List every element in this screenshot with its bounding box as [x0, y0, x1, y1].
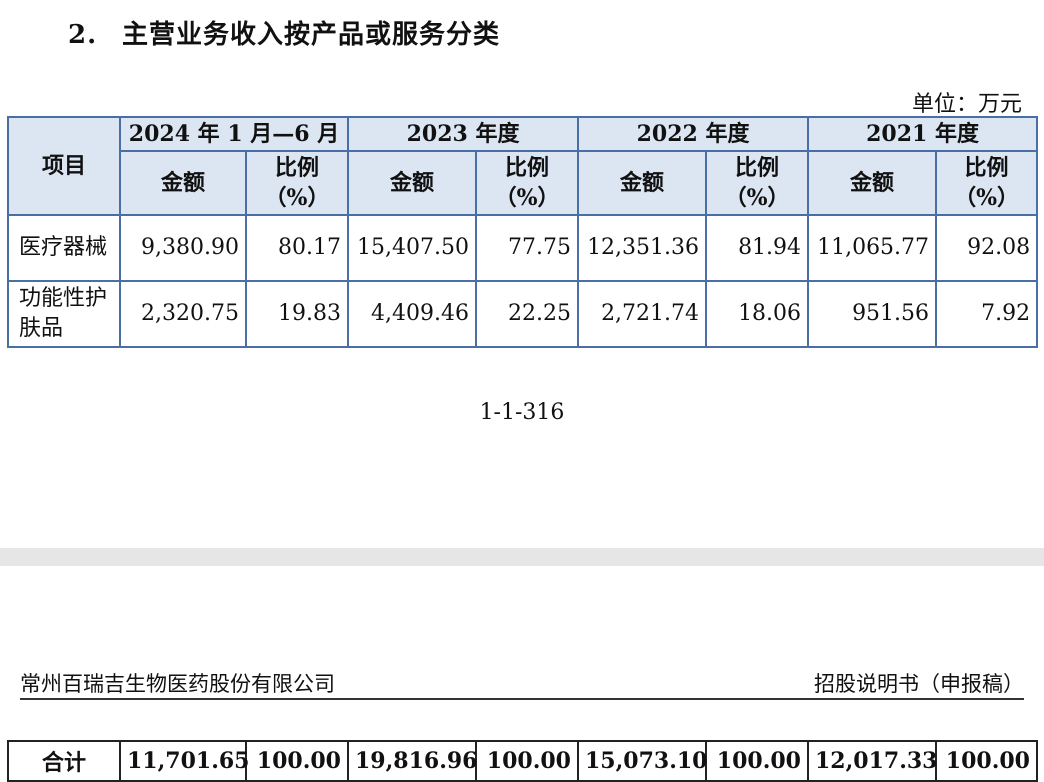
cell-ratio: 81.94: [705, 214, 810, 282]
amount-header: 金额: [577, 150, 708, 216]
period-header: 2023 年度: [347, 116, 580, 152]
period-header: 2022 年度: [577, 116, 810, 152]
ratio-header-line2: （%）: [954, 185, 1019, 211]
cell-amount: 15,407.50: [347, 214, 478, 282]
ratio-header-line1: 比例: [735, 155, 780, 181]
ratio-header-line2: （%）: [724, 185, 790, 211]
total-table: 合计 11,701.65 100.00 19,816.96 100.00 15,…: [7, 740, 1038, 782]
revenue-by-product-table: 项目 2024 年 1 月—6 月 2023 年度 2022 年度 2021 年…: [7, 116, 1039, 348]
amount-header: 金额: [807, 150, 938, 216]
ratio-header-line1: 比例: [505, 155, 550, 181]
ratio-header-line2: （%）: [264, 185, 330, 211]
total-label: 合计: [7, 740, 121, 782]
table-header-row-columns: 金额 比例 （%） 金额 比例 （%） 金额 比例 （%） 金额 比例 （%）: [8, 150, 1039, 216]
page-number: 1-1-316: [479, 400, 565, 425]
cell-ratio: 92.08: [935, 214, 1039, 282]
document-name: 招股说明书（申报稿）: [814, 672, 1024, 696]
period-header: 2021 年度: [807, 116, 1039, 152]
cell-ratio: 7.92: [935, 280, 1039, 348]
ratio-header: 比例 （%）: [244, 150, 350, 216]
ratio-header-line1: 比例: [275, 155, 320, 181]
cell-ratio: 18.06: [705, 280, 810, 348]
cell-amount: 12,351.36: [577, 214, 708, 282]
total-row: 合计 11,701.65 100.00 19,816.96 100.00 15,…: [7, 740, 1038, 782]
total-amount: 12,017.33: [807, 740, 937, 782]
table-header-row-periods: 项目 2024 年 1 月—6 月 2023 年度 2022 年度 2021 年…: [7, 116, 1039, 216]
cell-amount: 951.56: [807, 280, 938, 348]
ratio-header-line1: 比例: [964, 155, 1009, 181]
total-amount: 15,073.10: [577, 740, 707, 782]
section-title: 2. 主营业务收入按产品或服务分类: [68, 14, 500, 51]
cell-ratio: 80.17: [244, 214, 350, 282]
ratio-header: 比例 （%）: [475, 150, 580, 216]
section-number: 2.: [68, 20, 98, 50]
total-ratio: 100.00: [475, 740, 579, 782]
page-separator: [0, 548, 1044, 566]
ratio-header: 比例 （%）: [935, 150, 1039, 216]
company-name: 常州百瑞吉生物医药股份有限公司: [20, 672, 335, 696]
period-header: 2024 年 1 月—6 月: [118, 116, 350, 152]
row-item-label: 医疗器械: [7, 214, 121, 282]
row-item-label: 功能性护肤品: [7, 280, 121, 348]
total-ratio: 100.00: [245, 740, 349, 782]
ratio-header: 比例 （%）: [705, 150, 810, 216]
cell-ratio: 19.83: [244, 280, 350, 348]
cell-amount: 2,320.75: [119, 280, 247, 348]
total-ratio: 100.00: [935, 740, 1038, 782]
table-row: 医疗器械 9,380.90 80.17 15,407.50 77.75 12,3…: [7, 214, 1039, 282]
item-header: 项目: [7, 116, 121, 216]
ratio-header-line2: （%）: [494, 185, 560, 211]
unit-label: 单位：万元: [911, 92, 1022, 117]
cell-ratio: 77.75: [475, 214, 580, 282]
cell-amount: 9,380.90: [119, 214, 247, 282]
cell-amount: 2,721.74: [577, 280, 708, 348]
total-amount: 19,816.96: [347, 740, 477, 782]
amount-header: 金额: [347, 150, 478, 216]
total-ratio: 100.00: [705, 740, 809, 782]
cell-ratio: 22.25: [475, 280, 580, 348]
total-amount: 11,701.65: [119, 740, 249, 782]
cell-amount: 4,409.46: [347, 280, 478, 348]
section-title-text: 主营业务收入按产品或服务分类: [122, 20, 501, 50]
amount-header: 金额: [119, 150, 247, 216]
cell-amount: 11,065.77: [807, 214, 938, 282]
running-header: 常州百瑞吉生物医药股份有限公司 招股说明书（申报稿）: [20, 668, 1024, 700]
table-row: 功能性护肤品 2,320.75 19.83 4,409.46 22.25 2,7…: [7, 280, 1039, 348]
